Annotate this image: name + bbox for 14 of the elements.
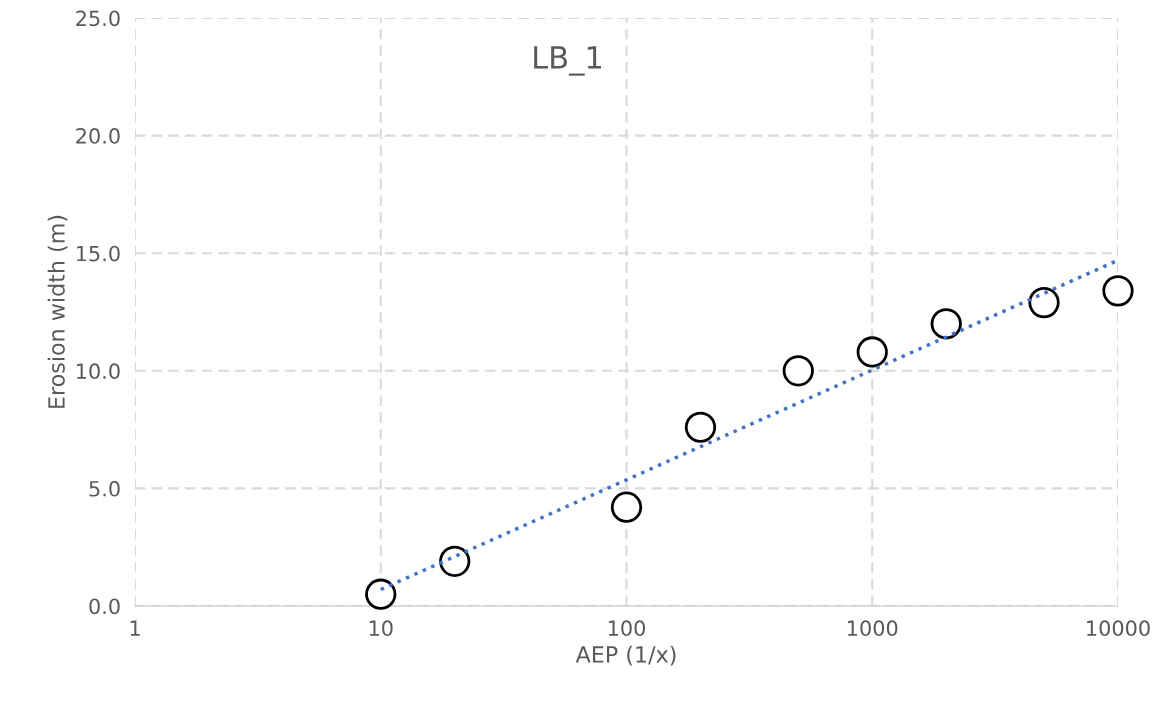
y-tick-label: 0.0 [89,598,120,615]
x-tick-label: 1 [130,620,140,636]
text: LB_1 [534,46,602,76]
x-axis-title: AEP (1/x) [575,645,676,666]
y-axis-title: Erosion width (m) [47,215,68,408]
x-tick-label: 100 [608,620,645,637]
y-tick-label: 15.0 [77,245,120,262]
x-tick-label: 10000 [1087,620,1150,637]
y-tick-label: 10.0 [77,363,120,380]
y-tick-label: 5.0 [89,480,120,497]
y-tick-label: 20.0 [76,128,120,144]
x-tick-label: 1000 [848,620,898,637]
y-tick-label: 25.0 [76,10,120,27]
x-tick-label: 10 [369,620,393,637]
